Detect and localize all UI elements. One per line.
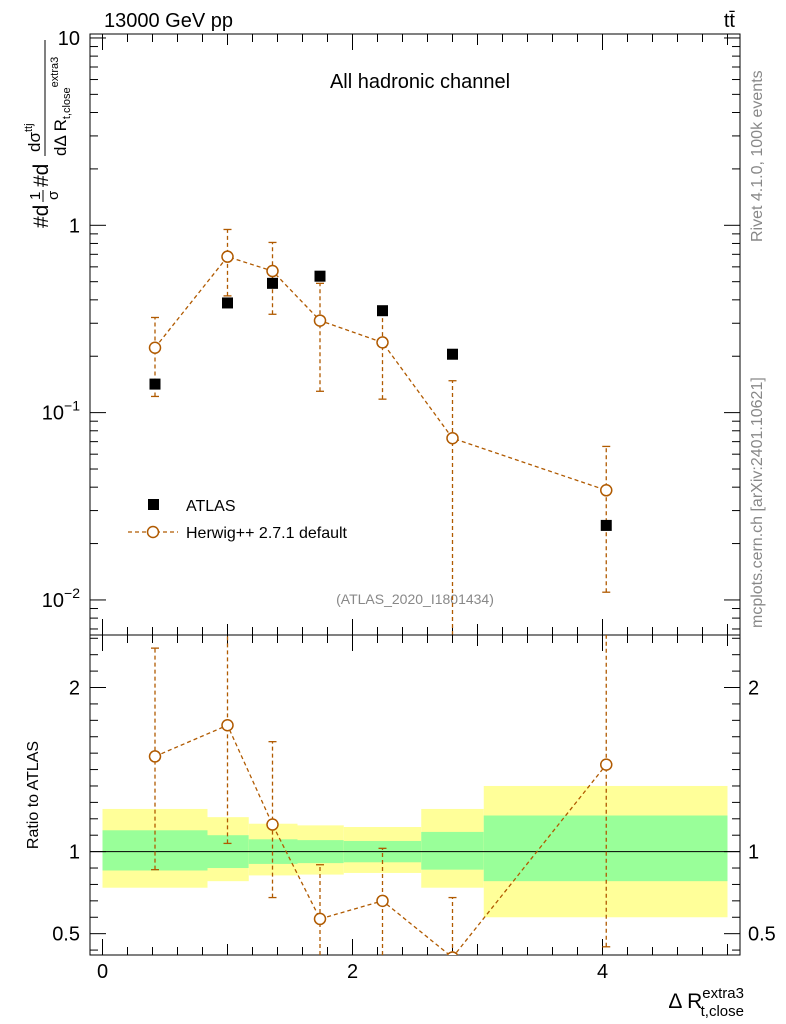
ratio-herwig-point [313, 912, 327, 926]
main-plot-annotation: (ATLAS_2020_I1801434) [336, 591, 494, 607]
main-series [148, 228, 613, 635]
ratio-y-tick-label: 1 [69, 842, 80, 864]
legend-herwig-label: Herwig++ 2.7.1 default [186, 525, 348, 542]
herwig-point [446, 431, 459, 445]
ratio-y-axis-label: Ratio to ATLAS [25, 741, 42, 849]
ratio-series-clipped [148, 635, 613, 955]
atlas-point [267, 277, 278, 289]
ratio-herwig-point [600, 758, 613, 771]
atlas-point [600, 519, 612, 531]
ratio-y-tick-label-right: 0.5 [748, 924, 776, 946]
svg-text:1: 1 [27, 192, 44, 200]
main-plot-title: All hadronic channel [330, 71, 510, 93]
ratio-y-tick-label: 0.5 [52, 924, 80, 946]
ratio-y-tick-label-right: 2 [748, 678, 759, 700]
atlas-point [314, 270, 326, 282]
ratio-herwig-point [221, 719, 234, 732]
legend: ATLAS Herwig++ 2.7.1 default [128, 498, 348, 542]
atlas-point [447, 348, 458, 360]
ratio-x-tick-label: 4 [597, 961, 608, 983]
main-y-tick-label: 10 [58, 28, 80, 50]
herwig-point [221, 250, 234, 263]
ratio-band-inner [421, 831, 484, 870]
svg-text:σ: σ [45, 190, 62, 200]
legend-atlas-marker [148, 499, 159, 510]
herwig-point [266, 264, 279, 278]
ratio-herwig-point [266, 818, 279, 831]
svg-text:dΔ Rt,closeextra3: dΔ Rt,closeextra3 [49, 57, 73, 156]
side-mcplots-label: mcplots.cern.ch [arXiv:2401.10621] [749, 377, 766, 628]
x-axis-label-sub: t,close [701, 1003, 744, 1020]
svg-text:#d: #d [30, 205, 53, 228]
ratio-x-tick-label: 0 [97, 961, 108, 983]
svg-text:dσttj: dσttj [23, 123, 44, 152]
ratio-herwig-point [446, 951, 459, 955]
ratio-plot-frame [89, 634, 741, 956]
x-axis-label: Δ Rextra3 [668, 985, 744, 1013]
main-y-axis-label: #d 1 σ #d dσttj dΔ Rt,closeextra3 [23, 40, 73, 228]
legend-herwig-marker [146, 525, 160, 539]
svg-text:#d: #d [30, 164, 53, 187]
main-plot: All hadronic channel (ATLAS_2020_I180143… [23, 28, 741, 636]
main-plot-frame [89, 33, 741, 636]
side-rivet-label: Rivet 4.1.0, 100k events [749, 70, 766, 242]
herwig-point [376, 336, 389, 349]
ratio-y-ticks: 2 2 1 1 0.5 0.5 [52, 637, 776, 951]
header-collision: 13000 GeV pp [104, 10, 233, 32]
atlas-point [222, 297, 233, 309]
main-y-tick-label: 1 [69, 215, 80, 237]
ratio-x-tick-label: 2 [347, 961, 358, 983]
ratio-herwig-point [148, 750, 162, 763]
ratio-series [148, 635, 613, 955]
ratio-y-tick-label-right: 1 [748, 842, 759, 864]
atlas-point [377, 305, 388, 317]
herwig-line [154, 255, 607, 491]
main-y-tick-label: 10−2 [42, 585, 80, 612]
legend-atlas-label: ATLAS [186, 498, 236, 515]
ratio-y-tick-label: 2 [69, 678, 80, 700]
herwig-point [313, 314, 327, 327]
ratio-band-inner [102, 830, 208, 871]
ratio-herwig-point [376, 894, 389, 908]
main-y-tick-label: 10−1 [42, 398, 80, 425]
atlas-point [149, 378, 161, 390]
main-y-ticks: 10 1 10−1 10−2 [42, 28, 740, 630]
main-x-ticks [102, 34, 728, 635]
ratio-x-ticks: 0 2 4 [97, 635, 728, 983]
herwig-point [600, 484, 613, 497]
herwig-point [148, 341, 162, 354]
header-process: tt̄ [724, 10, 736, 32]
